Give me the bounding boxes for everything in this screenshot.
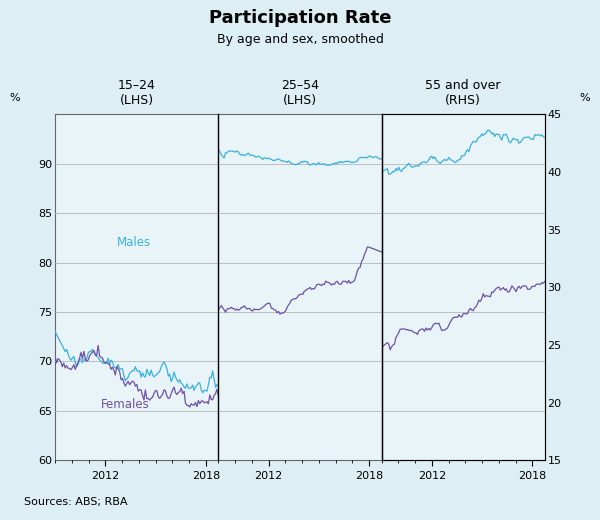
Text: By age and sex, smoothed: By age and sex, smoothed	[217, 32, 383, 45]
Text: %: %	[580, 93, 590, 102]
Text: Females: Females	[101, 398, 149, 411]
Text: Males: Males	[117, 236, 151, 249]
Text: Participation Rate: Participation Rate	[209, 9, 391, 27]
Text: 25–54
(LHS): 25–54 (LHS)	[281, 80, 319, 108]
Text: 55 and over
(RHS): 55 and over (RHS)	[425, 80, 501, 108]
Text: Sources: ABS; RBA: Sources: ABS; RBA	[24, 497, 128, 507]
Text: 15–24
(LHS): 15–24 (LHS)	[118, 80, 156, 108]
Text: %: %	[10, 93, 20, 102]
